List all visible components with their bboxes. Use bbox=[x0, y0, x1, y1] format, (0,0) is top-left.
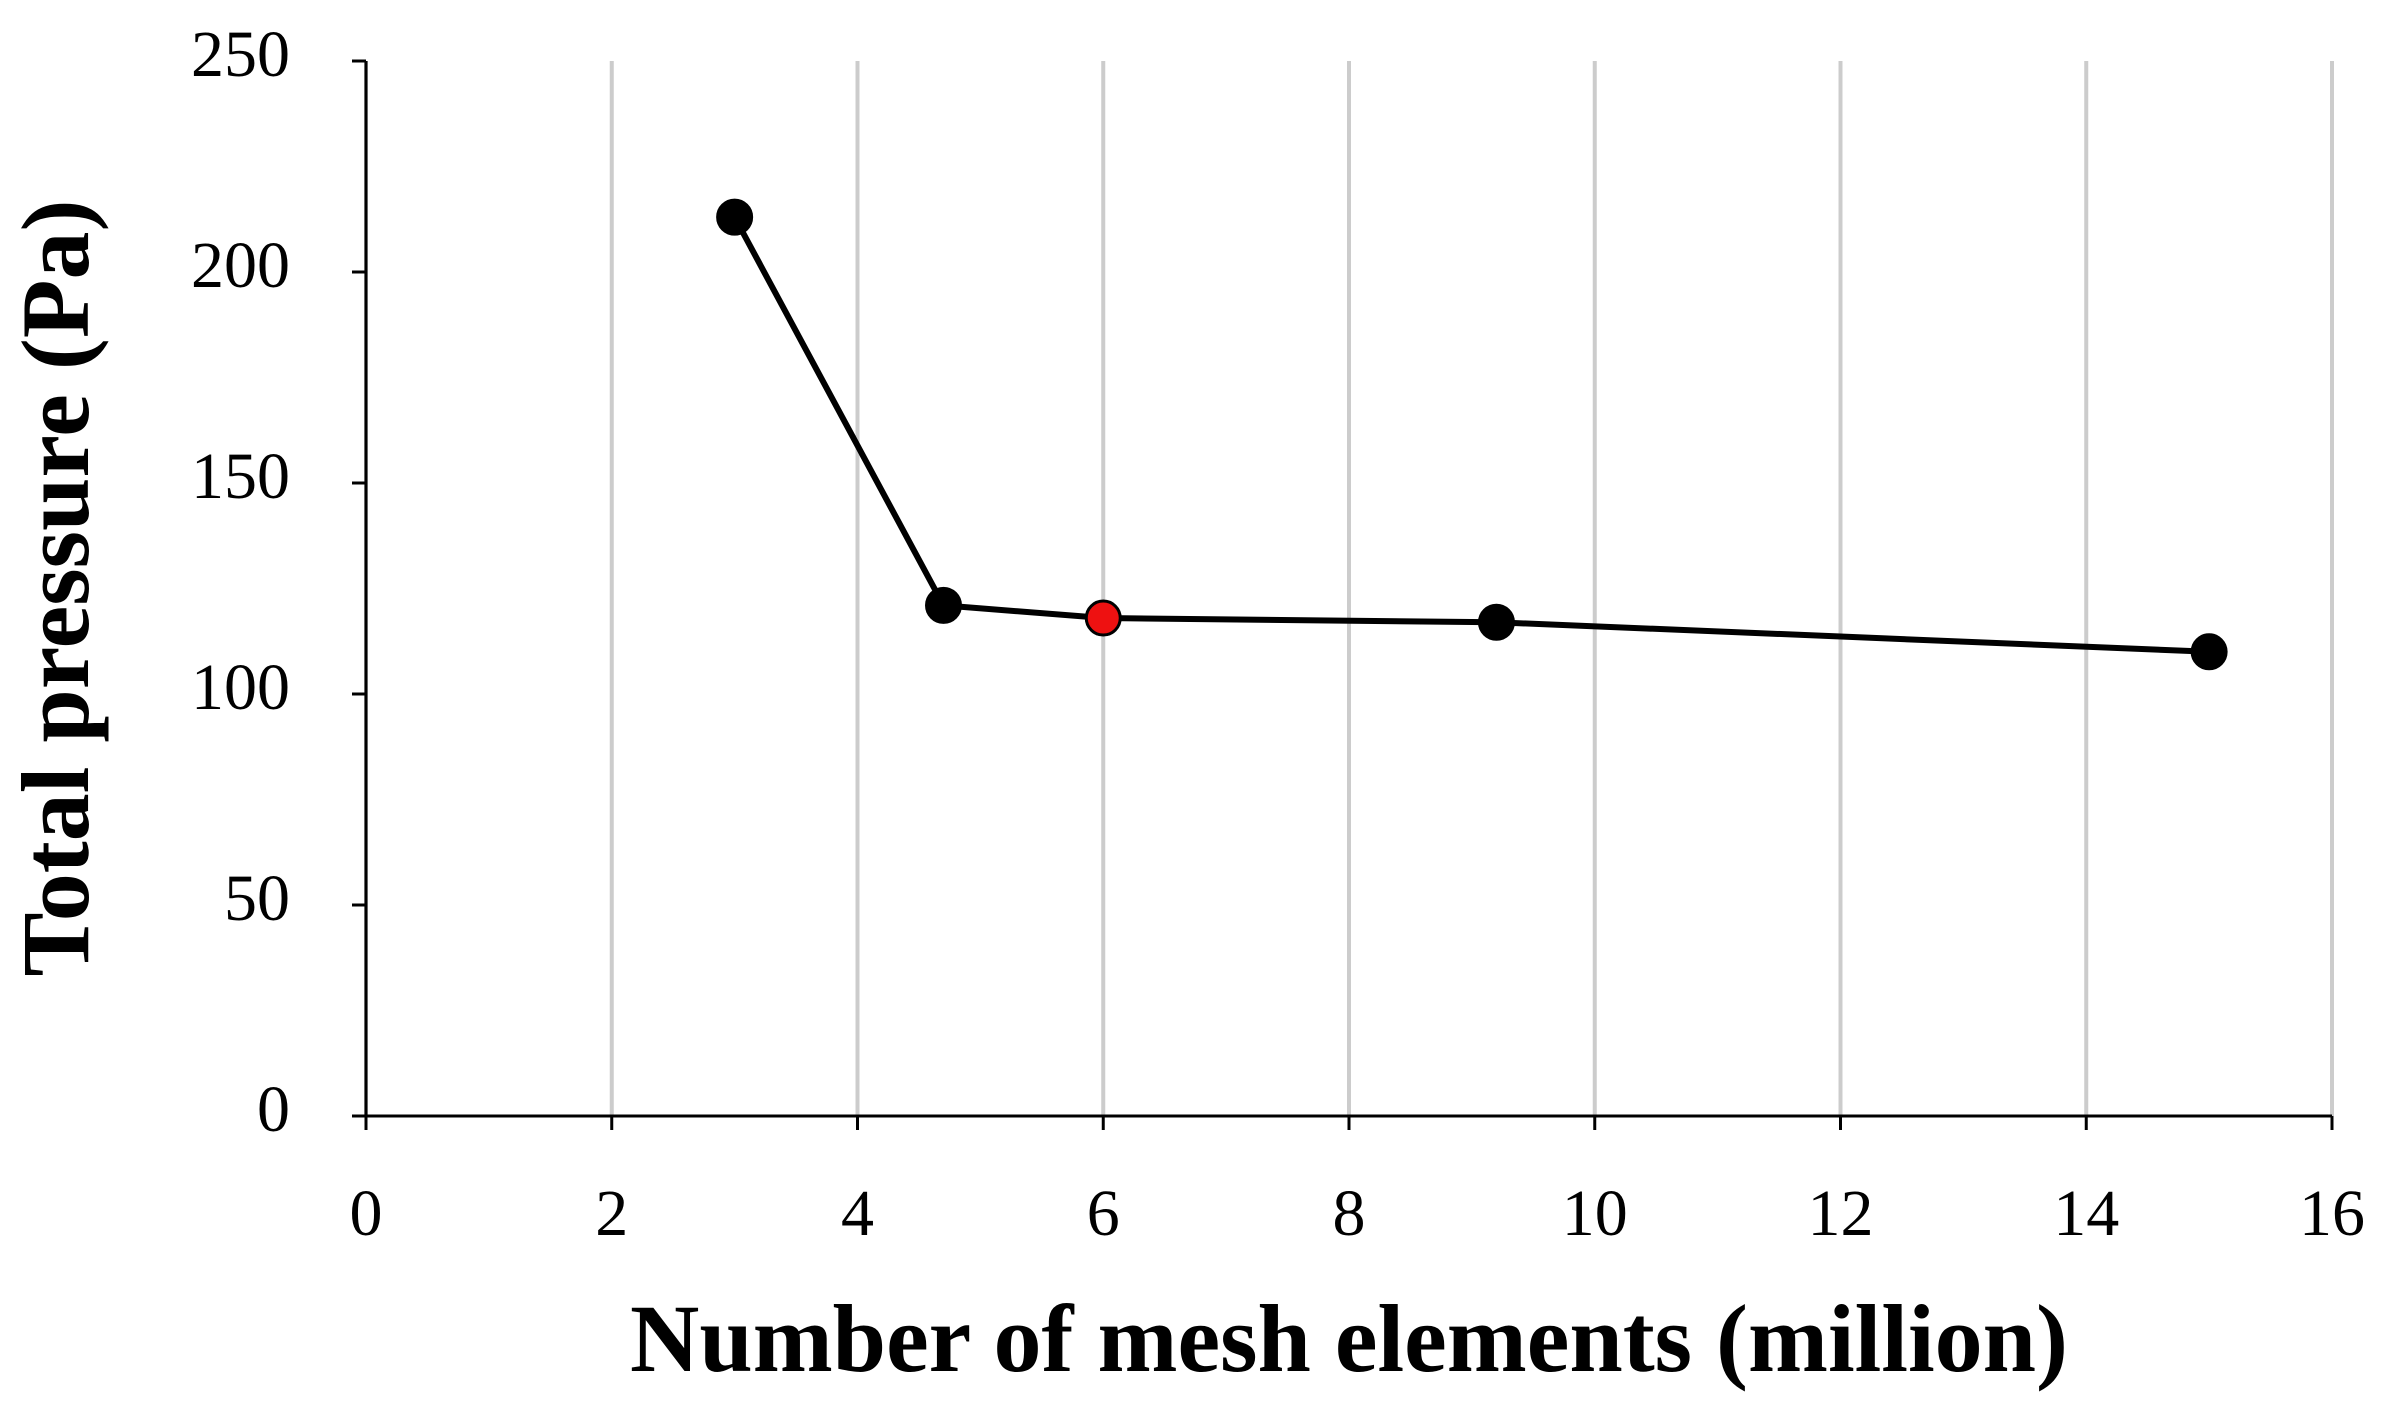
y-tick-label: 50 bbox=[224, 862, 290, 935]
x-tick-label: 14 bbox=[2053, 1177, 2119, 1250]
series-line bbox=[731, 215, 2210, 655]
data-point bbox=[2190, 633, 2228, 671]
x-tick-label: 10 bbox=[1562, 1177, 1628, 1250]
y-axis-title: Total pressure (Pa) bbox=[2, 200, 109, 977]
y-tick-label: 250 bbox=[191, 18, 290, 91]
x-tick-label: 2 bbox=[595, 1177, 628, 1250]
x-tick-label: 12 bbox=[1808, 1177, 1874, 1250]
x-axis-title: Number of mesh elements (million) bbox=[630, 1285, 2068, 1392]
x-tick-label: 4 bbox=[841, 1177, 874, 1250]
data-point bbox=[925, 586, 963, 624]
x-tick-label: 8 bbox=[1333, 1177, 1366, 1250]
x-tick-label: 16 bbox=[2299, 1177, 2365, 1250]
y-tick-label: 200 bbox=[191, 229, 290, 302]
data-point bbox=[1084, 599, 1122, 637]
data-point bbox=[716, 198, 754, 236]
y-tick-label: 150 bbox=[191, 440, 290, 513]
y-tick-label: 100 bbox=[191, 651, 290, 724]
data-point bbox=[1477, 603, 1515, 641]
x-tick-label: 6 bbox=[1087, 1177, 1120, 1250]
x-tick-label: 0 bbox=[350, 1177, 383, 1250]
y-tick-label: 0 bbox=[257, 1073, 290, 1146]
